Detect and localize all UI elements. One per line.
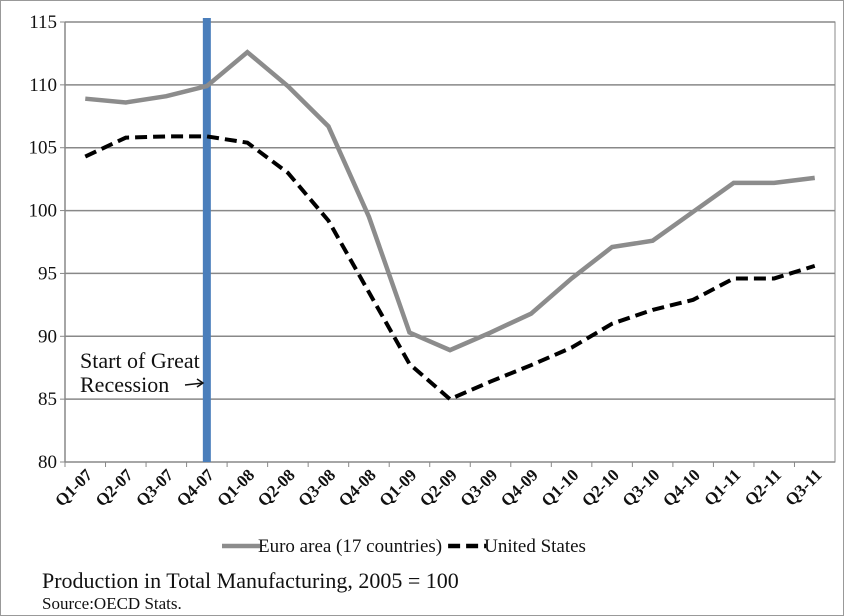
y-tick-label: 105 bbox=[29, 138, 58, 159]
y-tick-label: 80 bbox=[38, 452, 57, 473]
legend-label: United States bbox=[484, 536, 586, 557]
y-tick-label: 115 bbox=[29, 12, 57, 33]
series-line bbox=[84, 134, 816, 402]
y-tick-label: 95 bbox=[38, 263, 57, 284]
y-tick-label: 100 bbox=[29, 201, 58, 222]
annotation-arrow bbox=[184, 378, 205, 388]
annotation: Start of Great Recession bbox=[80, 348, 200, 397]
y-tick-label: 85 bbox=[38, 389, 57, 410]
plot-border bbox=[64, 21, 836, 463]
y-tick-label: 110 bbox=[29, 75, 57, 96]
y-tick-label: 90 bbox=[38, 326, 57, 347]
annotation-line: Recession bbox=[80, 372, 169, 397]
legend-label: Euro area (17 countries) bbox=[258, 536, 442, 557]
annotation-line: Start of Great bbox=[80, 348, 200, 373]
series-line bbox=[85, 49, 816, 353]
chart-title: Production in Total Manufacturing, 2005 … bbox=[42, 568, 459, 593]
source: Source:OECD Stats. bbox=[42, 594, 182, 613]
